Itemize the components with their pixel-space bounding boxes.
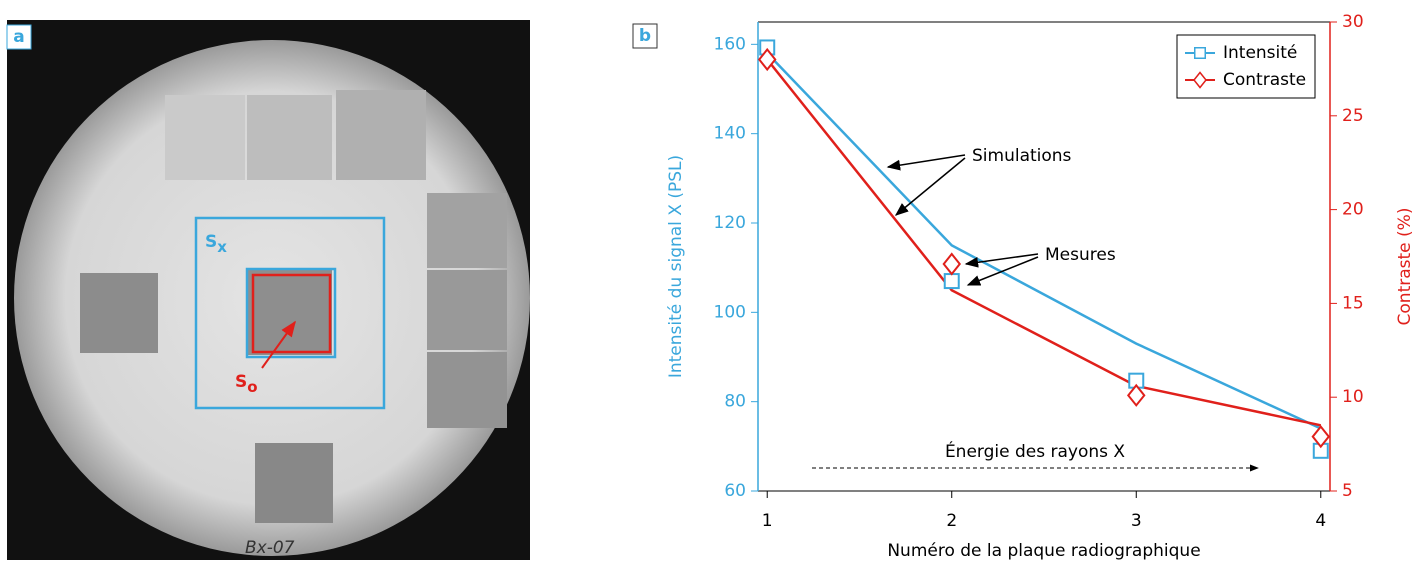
y2-axis-label: Contraste (%)	[1395, 208, 1415, 326]
region-label: Sx	[205, 232, 227, 256]
panel-label: a	[13, 27, 24, 47]
annotation: Énergie des rayons X	[945, 440, 1125, 462]
marker	[942, 252, 962, 276]
simulation-line	[766, 58, 1322, 427]
annotation: Mesures	[1045, 245, 1116, 265]
x-tick-label: 2	[946, 511, 957, 531]
annotation-arrow	[964, 253, 1039, 268]
y-tick-label: 120	[714, 213, 746, 233]
legend-label: Intensité	[1223, 43, 1297, 63]
y-tick-label: 160	[714, 34, 746, 54]
simulation-line	[766, 52, 1322, 430]
y-tick-label: 80	[724, 392, 746, 412]
marker	[943, 273, 960, 290]
radiograph: Sx So Bx-07 a	[6, 20, 530, 560]
annotation: Simulations	[972, 146, 1072, 166]
marker	[1311, 424, 1331, 449]
x-tick-label: 3	[1131, 511, 1142, 531]
x-axis-label: Numéro de la plaque radiographique	[887, 541, 1200, 561]
annotation-arrow	[886, 154, 966, 171]
annotation-arrow	[966, 256, 1039, 286]
y-axis-label: Intensité du signal X (PSL)	[666, 155, 686, 378]
chart: 1 2 3 4 60 80 100 120 140 160 5 10 15 20 25 30 Numéro de…	[666, 12, 1415, 561]
marker	[757, 47, 777, 72]
y2-tick-label: 20	[1342, 200, 1364, 220]
x-tick-label: 4	[1315, 511, 1326, 531]
annotation-arrow	[894, 157, 966, 216]
panel-label: b	[639, 26, 651, 46]
region-label: So	[235, 372, 258, 396]
y2-tick-label: 10	[1342, 387, 1364, 407]
y-tick-label: 60	[724, 481, 746, 501]
x-tick-label: 1	[762, 511, 773, 531]
marker	[1126, 383, 1146, 407]
y-tick-label: 140	[714, 124, 746, 144]
legend-label: Contraste	[1223, 70, 1306, 90]
plate-mark: Bx-07	[245, 538, 295, 558]
y2-tick-label: 25	[1342, 106, 1364, 126]
y-tick-label: 100	[714, 302, 746, 322]
y2-tick-label: 5	[1342, 481, 1353, 501]
marker	[1194, 47, 1206, 59]
y2-tick-label: 15	[1342, 293, 1364, 313]
y2-tick-label: 30	[1342, 12, 1364, 32]
marker	[1193, 71, 1207, 89]
